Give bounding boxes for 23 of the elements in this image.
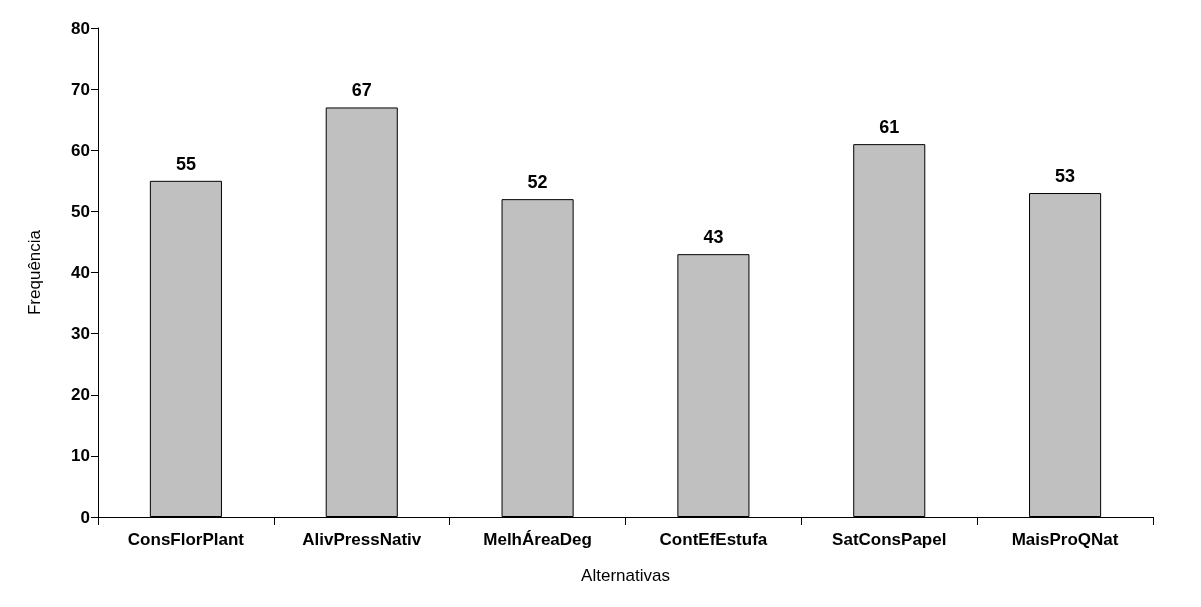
- x-tick-label: AlivPressNativ: [302, 530, 422, 549]
- data-label: 53: [1055, 166, 1076, 187]
- y-tick-label: 70: [71, 79, 90, 99]
- x-tick-label: ContEfEstufa: [659, 530, 768, 549]
- data-label: 61: [879, 117, 900, 138]
- data-label: 52: [527, 172, 548, 193]
- y-tick-label: 80: [71, 18, 90, 38]
- data-label: 55: [175, 153, 196, 174]
- y-tick-label: 60: [71, 140, 90, 160]
- x-axis-title: Alternativas: [581, 566, 670, 585]
- y-tick-label: 20: [71, 385, 90, 405]
- y-tick-label: 50: [71, 201, 90, 221]
- x-tick-label: SatConsPapel: [832, 530, 947, 549]
- data-label: 43: [703, 227, 724, 248]
- data-label: 67: [351, 80, 372, 101]
- x-tick-label: ConsFlorPlant: [127, 530, 245, 549]
- x-tick-label: MelhÁreaDeg: [483, 530, 592, 549]
- y-tick-label: 0: [80, 507, 90, 527]
- y-tick-label: 30: [71, 324, 90, 344]
- x-tick-label: MaisProQNat: [1011, 530, 1119, 549]
- y-tick-label: 40: [71, 263, 90, 282]
- y-tick-label: 10: [71, 446, 90, 466]
- y-axis-title: Frequência: [25, 229, 44, 316]
